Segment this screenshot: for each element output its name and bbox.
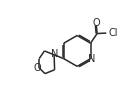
Text: O: O — [33, 63, 41, 73]
Text: N: N — [88, 54, 95, 64]
Text: O: O — [92, 18, 100, 28]
Text: N: N — [51, 49, 58, 59]
Text: Cl: Cl — [108, 28, 118, 38]
